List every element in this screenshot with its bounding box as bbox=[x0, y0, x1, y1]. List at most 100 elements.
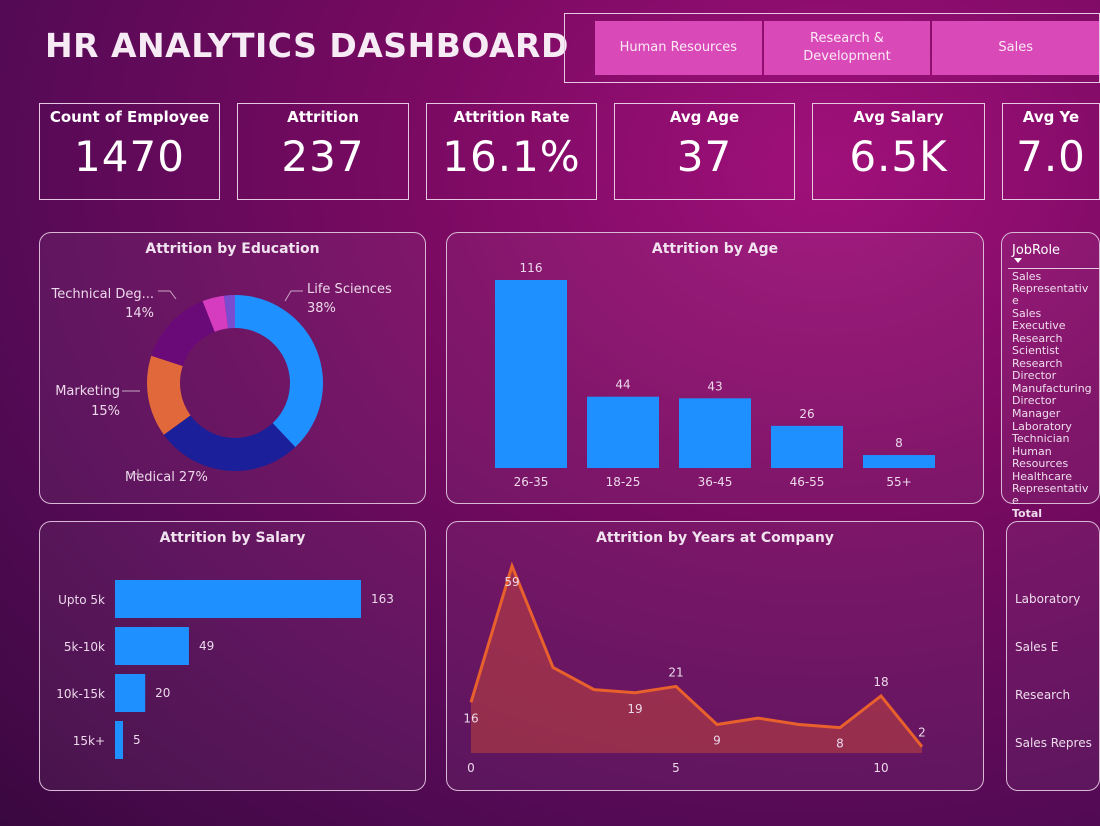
y-tick-label: 10k-15k bbox=[56, 687, 105, 701]
salary-panel: Attrition by Salary 163 Upto 5k 49 5k-10k 20… bbox=[39, 521, 426, 791]
page-title: HR ANALYTICS DASHBOARD bbox=[45, 26, 569, 65]
salary-bar[interactable] bbox=[115, 627, 189, 665]
chart-title: Attrition by Years at Company bbox=[596, 530, 834, 546]
age-bar[interactable] bbox=[863, 455, 935, 468]
x-tick-label: 46-55 bbox=[790, 475, 825, 489]
kpi-value: 237 bbox=[281, 132, 365, 181]
salary-bar[interactable] bbox=[115, 674, 146, 712]
kpi-card: Avg Age 37 bbox=[614, 103, 795, 200]
jobrole-item[interactable]: Research Scientist bbox=[1012, 332, 1063, 357]
jobrole-axis-label: Sales Repres bbox=[1015, 736, 1092, 750]
jobrole-header[interactable]: JobRole bbox=[1012, 243, 1061, 258]
kpi-card: Attrition 237 bbox=[237, 103, 409, 200]
data-label: Technical Deg... bbox=[51, 287, 154, 302]
y-tick-label: Upto 5k bbox=[58, 593, 105, 607]
chart-title: Attrition by Salary bbox=[159, 530, 306, 546]
data-label: 16 bbox=[463, 711, 478, 725]
donut-slice[interactable] bbox=[202, 295, 229, 332]
kpi-value: 16.1% bbox=[442, 132, 581, 181]
data-label: 49 bbox=[199, 639, 214, 653]
donut-slice[interactable] bbox=[235, 295, 324, 448]
kpi-label: Avg Ye bbox=[1022, 108, 1080, 126]
jobrole-item[interactable]: Sales Representative bbox=[1012, 270, 1089, 307]
x-tick-label: 26-35 bbox=[514, 475, 549, 489]
x-tick-label: 5 bbox=[672, 761, 680, 775]
salary-bar[interactable] bbox=[115, 580, 361, 618]
chart-title: Attrition by Education bbox=[145, 241, 320, 257]
kpi-label: Avg Salary bbox=[853, 108, 944, 126]
data-label: 18 bbox=[873, 675, 888, 689]
jobrole-chart-panel: Laboratory Sales E Research Sales Repres bbox=[1006, 521, 1100, 791]
data-label: 43 bbox=[707, 379, 722, 393]
x-tick-label: 18-25 bbox=[606, 475, 641, 489]
data-label: 116 bbox=[520, 261, 543, 275]
y-tick-label: 15k+ bbox=[73, 734, 105, 748]
data-label: 163 bbox=[371, 592, 394, 606]
jobrole-slicer: JobRole Sales Representative Sales Execut… bbox=[1001, 232, 1100, 520]
data-label: 19 bbox=[627, 702, 642, 716]
data-label: Marketing bbox=[55, 384, 120, 399]
x-tick-label: 10 bbox=[873, 761, 888, 775]
jobrole-item[interactable]: Human Resources bbox=[1012, 445, 1069, 470]
age-bar[interactable] bbox=[587, 396, 659, 468]
data-label: 15% bbox=[91, 404, 120, 419]
kpi-value: 7.0 bbox=[1016, 132, 1086, 181]
kpi-value: 6.5K bbox=[849, 132, 948, 181]
donut-slice[interactable] bbox=[147, 355, 191, 435]
data-label: 5 bbox=[133, 733, 141, 747]
leader-line bbox=[158, 290, 177, 300]
donut-slice[interactable] bbox=[163, 415, 296, 471]
slicer-sales[interactable]: Sales bbox=[932, 21, 1100, 75]
jobrole-item[interactable]: Healthcare Representative bbox=[1012, 470, 1089, 507]
kpi-card: Avg Salary 6.5K bbox=[812, 103, 985, 200]
donut-slice[interactable] bbox=[151, 301, 215, 367]
x-tick-label: 36-45 bbox=[698, 475, 733, 489]
jobrole-item[interactable]: Sales Executive bbox=[1012, 307, 1066, 332]
kpi-card: Count of Employee 1470 bbox=[39, 103, 220, 200]
slicer-human-resources[interactable]: Human Resources bbox=[595, 21, 762, 75]
data-label: 26 bbox=[799, 407, 814, 421]
age-bar[interactable] bbox=[679, 398, 751, 468]
data-label: 21 bbox=[668, 665, 683, 679]
jobrole-item[interactable]: Manufacturing Director bbox=[1012, 382, 1092, 407]
kpi-label: Attrition bbox=[287, 108, 359, 126]
kpi-card: Avg Ye 7.0 bbox=[1002, 103, 1100, 200]
x-tick-label: 0 bbox=[467, 761, 475, 775]
kpi-card: Attrition Rate 16.1% bbox=[426, 103, 597, 200]
kpi-label: Avg Age bbox=[669, 108, 740, 126]
jobrole-item[interactable]: Research Director bbox=[1012, 357, 1063, 382]
data-label: Life Sciences bbox=[307, 282, 392, 297]
sort-arrow-icon[interactable] bbox=[1014, 258, 1022, 263]
salary-bar[interactable] bbox=[115, 721, 123, 759]
age-bar[interactable] bbox=[495, 280, 567, 468]
jobrole-item[interactable]: Manager bbox=[1012, 407, 1061, 420]
education-panel: Attrition by Education Life Sciences 38% M… bbox=[39, 232, 426, 504]
kpi-label: Attrition Rate bbox=[453, 108, 570, 126]
data-label: 2 bbox=[918, 726, 926, 740]
kpi-value: 1470 bbox=[74, 132, 185, 181]
leader-line bbox=[130, 469, 139, 475]
data-label: Medical 27% bbox=[125, 470, 208, 485]
kpi-value: 37 bbox=[676, 132, 733, 181]
jobrole-total: Total bbox=[1012, 507, 1043, 520]
years-panel: Attrition by Years at Company 16 59 19 21 9 8… bbox=[446, 521, 984, 791]
area-fill bbox=[471, 566, 922, 753]
x-tick-label: 55+ bbox=[886, 475, 911, 489]
kpi-label: Count of Employee bbox=[49, 108, 210, 126]
department-slicer: Human Resources Research & Development S… bbox=[564, 13, 1100, 83]
leader-line bbox=[284, 290, 303, 302]
jobrole-axis-label: Sales E bbox=[1015, 640, 1059, 654]
data-label: 9 bbox=[713, 733, 721, 747]
data-label: 59 bbox=[504, 575, 519, 589]
slicer-research-development[interactable]: Research & Development bbox=[763, 21, 931, 75]
data-label: 44 bbox=[615, 378, 630, 392]
data-label: 20 bbox=[155, 686, 170, 700]
y-tick-label: 5k-10k bbox=[64, 640, 105, 654]
donut-slice[interactable] bbox=[223, 295, 235, 329]
jobrole-axis-label: Laboratory bbox=[1015, 592, 1081, 606]
age-bar[interactable] bbox=[771, 425, 843, 468]
jobrole-axis-label: Research bbox=[1015, 688, 1071, 702]
age-panel: Attrition by Age 116 26-35 44 18-25 43 36-45 2… bbox=[446, 232, 984, 504]
jobrole-item[interactable]: Laboratory Technician bbox=[1012, 420, 1072, 445]
line-series[interactable] bbox=[469, 561, 924, 748]
